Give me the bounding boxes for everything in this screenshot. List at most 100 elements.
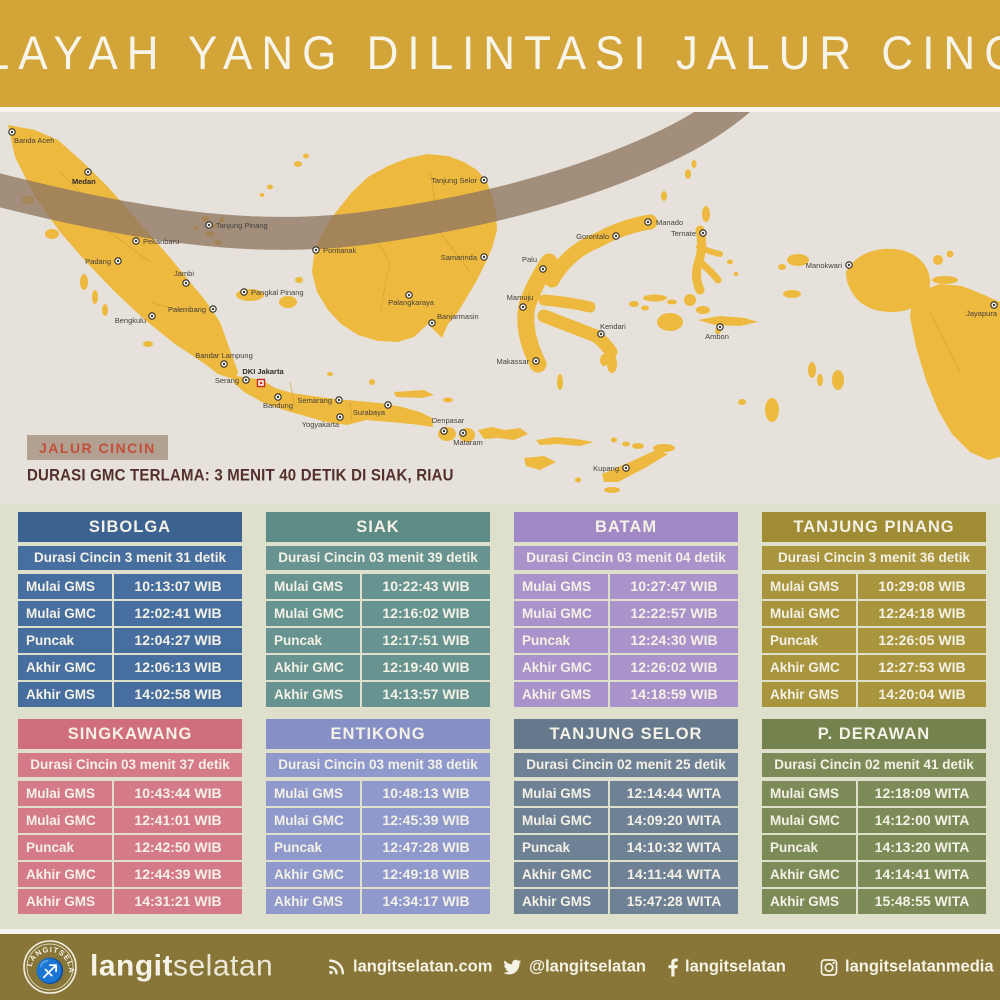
city-table-tanjung-pinang: TANJUNG PINANG Durasi Cincin 3 menit 36 d… [762, 512, 986, 707]
table-row: Puncak 14:13:20 WITA [762, 835, 986, 860]
table-row-value: 10:13:07 WIB [114, 574, 242, 599]
table-city-name: TANJUNG SELOR [514, 719, 738, 749]
table-row: Puncak 12:24:30 WIB [514, 628, 738, 653]
city-bandar-lampung: Bandar Lampung [195, 351, 253, 368]
instagram-link[interactable]: langitselatanmedia [820, 958, 994, 977]
table-row: Akhir GMC 14:11:44 WITA [514, 862, 738, 887]
table-row: Akhir GMC 12:19:40 WIB [266, 655, 490, 680]
table-row-label: Akhir GMC [18, 655, 112, 680]
city-mamuju: Mamuju [507, 293, 533, 311]
city-label: Samarinda [441, 253, 478, 262]
table-row-label: Mulai GMC [266, 808, 360, 833]
table-row-value: 12:27:53 WIB [858, 655, 986, 680]
table-row-label: Mulai GMC [762, 601, 856, 626]
table-row: Mulai GMC 12:16:02 WIB [266, 601, 490, 626]
table-row-label: Akhir GMS [762, 889, 856, 914]
table-row-value: 14:20:04 WIB [858, 682, 986, 707]
table-row-value: 12:41:01 WIB [114, 808, 242, 833]
table-row: Akhir GMC 12:06:13 WIB [18, 655, 242, 680]
table-row-label: Mulai GMS [266, 574, 360, 599]
city-gorontalo: Gorontalo [576, 232, 620, 241]
city-tanjung-selor: Tanjung Selor [431, 176, 488, 185]
table-duration: Durasi Cincin 3 menit 36 detik [762, 546, 986, 570]
eclipse-timing-tables: SIBOLGA Durasi Cincin 3 menit 31 detik Mul… [0, 504, 1000, 929]
table-row-label: Akhir GMS [266, 682, 360, 707]
table-duration: Durasi Cincin 03 menit 37 detik [18, 753, 242, 777]
table-row-value: 14:11:44 WITA [610, 862, 738, 887]
city-denpasar: Denpasar [432, 416, 465, 435]
city-mataram: Mataram [453, 429, 483, 447]
brand-wordmark: langitselatan [90, 949, 273, 983]
table-row-label: Puncak [762, 835, 856, 860]
table-city-name: BATAM [514, 512, 738, 542]
table-city-name: SIAK [266, 512, 490, 542]
table-row-value: 12:26:02 WIB [610, 655, 738, 680]
table-duration: Durasi Cincin 03 menit 38 detik [266, 753, 490, 777]
facebook-link[interactable]: langitselatan [668, 958, 786, 977]
table-row-value: 10:43:44 WIB [114, 781, 242, 806]
eclipse-ring-band [0, 112, 751, 250]
table-row-value: 12:42:50 WIB [114, 835, 242, 860]
city-label: DKI Jakarta [242, 367, 284, 376]
table-row-label: Mulai GMS [18, 574, 112, 599]
table-row: Puncak 14:10:32 WITA [514, 835, 738, 860]
table-row-value: 14:02:58 WIB [114, 682, 242, 707]
table-row-value: 14:18:59 WIB [610, 682, 738, 707]
table-row: Mulai GMS 10:29:08 WIB [762, 574, 986, 599]
table-row: Akhir GMC 12:44:39 WIB [18, 862, 242, 887]
city-label: Medan [72, 177, 96, 186]
city-table-singkawang: SINGKAWANG Durasi Cincin 03 menit 37 deti… [18, 719, 242, 914]
city-table-siak: SIAK Durasi Cincin 03 menit 39 detik Mulai… [266, 512, 490, 707]
table-row: Akhir GMS 15:47:28 WITA [514, 889, 738, 914]
city-kupang: Kupang [593, 464, 630, 473]
city-surabaya: Surabaya [353, 401, 392, 417]
table-row-value: 15:47:28 WITA [610, 889, 738, 914]
city-medan: Medan [72, 168, 96, 186]
city-label: Ternate [671, 229, 696, 238]
table-row-value: 12:22:57 WIB [610, 601, 738, 626]
city-label: Pangkal Pinang [251, 288, 304, 297]
table-row-value: 12:47:28 WIB [362, 835, 490, 860]
city-pekanbaru: Pekanbaru [132, 237, 179, 246]
divider [0, 107, 1000, 112]
rss-link[interactable]: langitselatan.com [327, 958, 492, 977]
table-row: Mulai GMS 10:13:07 WIB [18, 574, 242, 599]
table-city-name: TANJUNG PINANG [762, 512, 986, 542]
city-label: Palu [522, 255, 537, 264]
twitter-link-label: @langitselatan [529, 957, 646, 976]
table-row: Akhir GMS 15:48:55 WITA [762, 889, 986, 914]
table-row-value: 14:31:21 WIB [114, 889, 242, 914]
table-row-label: Puncak [266, 835, 360, 860]
table-row-label: Akhir GMS [18, 889, 112, 914]
facebook-icon [668, 958, 678, 976]
city-label: Pekanbaru [143, 237, 179, 246]
table-row: Puncak 12:26:05 WIB [762, 628, 986, 653]
table-row-value: 12:45:39 WIB [362, 808, 490, 833]
table-row-value: 14:10:32 WITA [610, 835, 738, 860]
instagram-icon [820, 958, 838, 976]
city-samarinda: Samarinda [441, 253, 488, 262]
twitter-link[interactable]: @langitselatan [503, 958, 646, 977]
jalur-cincin-legend: JALUR CINCIN [27, 435, 168, 460]
city-label: Bandar Lampung [195, 351, 253, 360]
table-row: Puncak 12:17:51 WIB [266, 628, 490, 653]
table-row-label: Mulai GMC [514, 601, 608, 626]
city-banda-aceh: Banda Aceh [8, 128, 54, 145]
table-row-label: Puncak [18, 628, 112, 653]
table-duration: Durasi Cincin 02 menit 25 detik [514, 753, 738, 777]
table-row-value: 14:14:41 WITA [858, 862, 986, 887]
city-palu: Palu [522, 255, 547, 273]
city-label: Kendari [600, 322, 626, 331]
table-city-name: SINGKAWANG [18, 719, 242, 749]
table-row-label: Akhir GMC [762, 862, 856, 887]
table-row-value: 12:04:27 WIB [114, 628, 242, 653]
table-row-label: Mulai GMC [762, 808, 856, 833]
city-yogyakarta: Yogyakarta [302, 413, 344, 429]
city-label: Jambi [174, 269, 194, 278]
city-label: Denpasar [432, 416, 465, 425]
table-row-value: 12:14:44 WITA [610, 781, 738, 806]
langitselatan-logo: LANGITSELATAN ♐ [19, 932, 78, 995]
table-row-label: Mulai GMC [266, 601, 360, 626]
table-row: Akhir GMS 14:13:57 WIB [266, 682, 490, 707]
